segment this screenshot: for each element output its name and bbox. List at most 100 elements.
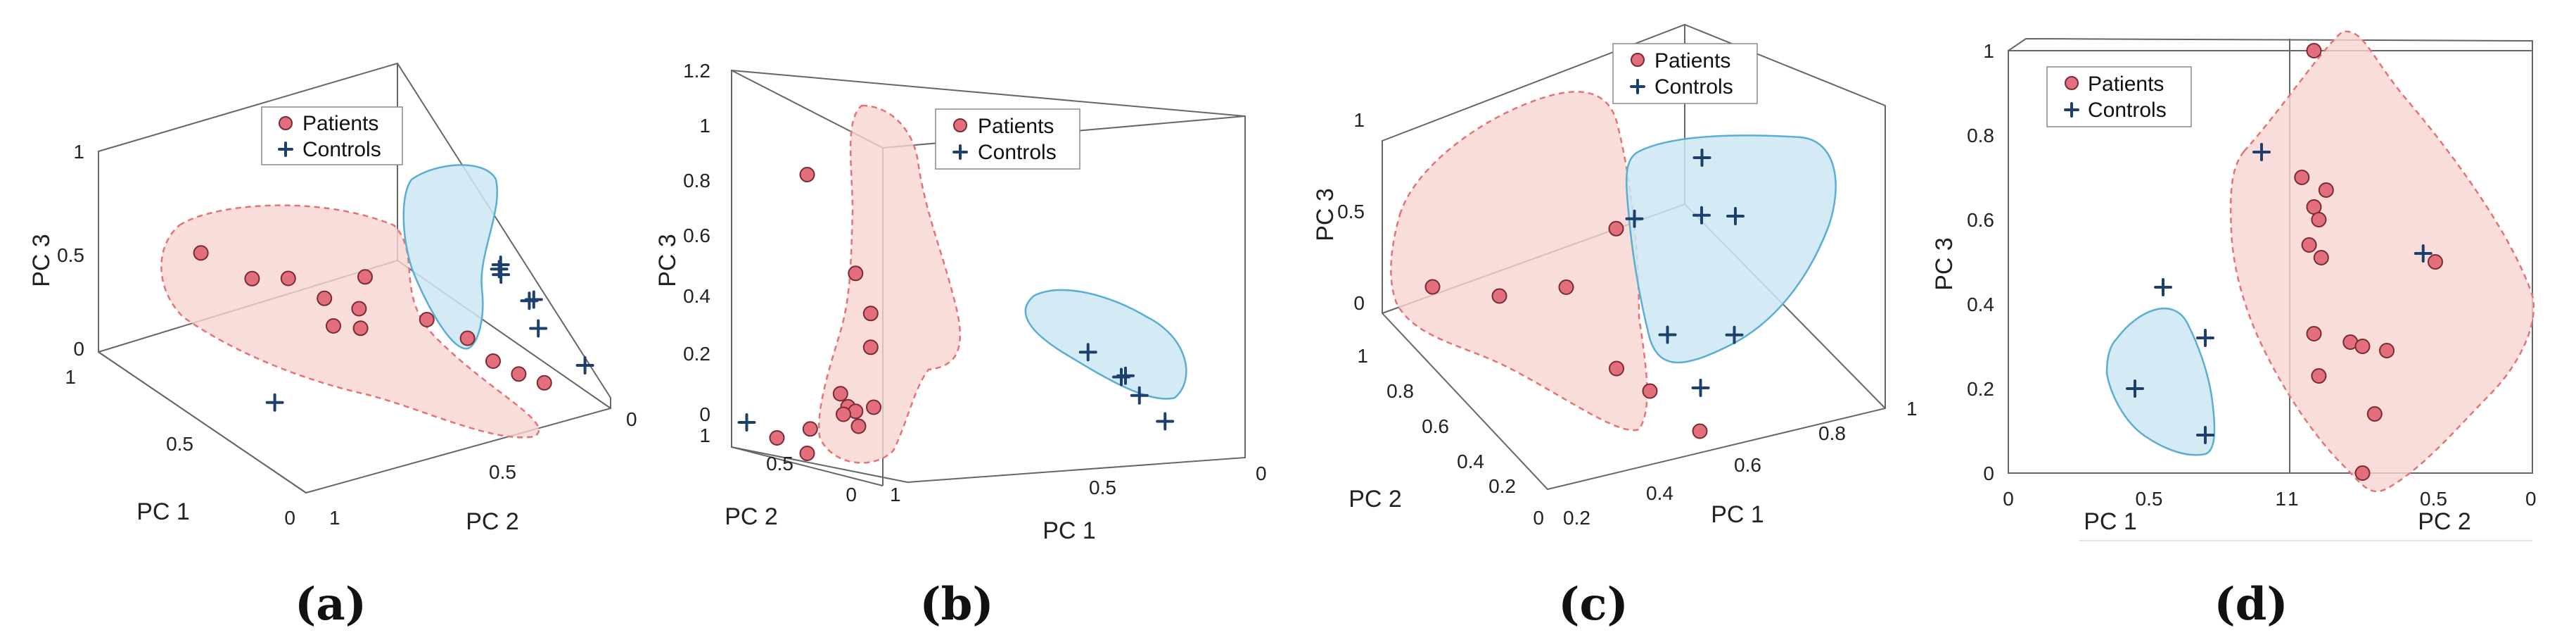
patient-point bbox=[459, 330, 476, 346]
z-tick-b: 1 bbox=[699, 115, 710, 137]
x-tick-b: 0 bbox=[1256, 463, 1267, 484]
panel-a: 1 0.5 0 1 0.5 0 1 0.5 0 PC 3 PC 1 PC 2 P… bbox=[28, 62, 637, 631]
patient-point bbox=[2311, 212, 2327, 227]
y-axis-label-a: PC 2 bbox=[466, 508, 519, 535]
patient-point bbox=[2306, 43, 2322, 58]
control-point bbox=[1078, 343, 1097, 362]
legend-control-marker bbox=[952, 144, 968, 160]
z-tick-b: 0.4 bbox=[683, 285, 710, 307]
panel-d: 1 0.8 0.6 0.4 0.2 0 0 0.5 1 1 0.5 0 PC 3… bbox=[1931, 30, 2537, 631]
control-point bbox=[2414, 244, 2432, 263]
z-tick-b: 0.2 bbox=[683, 343, 710, 365]
x-tick-c: 1 bbox=[1906, 398, 1918, 420]
patient-point bbox=[769, 430, 785, 446]
y-tick-b: 1 bbox=[699, 425, 710, 446]
patient-point bbox=[511, 366, 527, 382]
legend-b: Patients Controls bbox=[935, 108, 1080, 170]
y-tick-a: 1 bbox=[329, 507, 340, 529]
patient-point bbox=[536, 375, 552, 391]
x-tick-d: 0.5 bbox=[2136, 488, 2163, 510]
legend-d: Patients Controls bbox=[2046, 66, 2192, 127]
y-tick-c: 0.8 bbox=[1386, 380, 1414, 402]
control-point bbox=[491, 256, 510, 274]
patient-point bbox=[836, 406, 851, 422]
x-tick-a: 0.5 bbox=[166, 433, 193, 455]
legend-a: Patients Controls bbox=[261, 106, 403, 165]
y-axis-label-b: PC 2 bbox=[725, 503, 778, 530]
patient-point bbox=[244, 270, 260, 287]
panel-label-b: (b) bbox=[919, 578, 993, 631]
patients-region-d bbox=[2229, 30, 2535, 493]
z-tick-a: 1 bbox=[73, 141, 84, 163]
legend-patient-marker bbox=[953, 118, 967, 132]
x-axis-label-a: PC 1 bbox=[136, 498, 190, 525]
z-tick-d: 0.2 bbox=[1967, 378, 1994, 400]
x-tick-b: 1 bbox=[890, 484, 901, 505]
legend-control-marker bbox=[2064, 102, 2079, 118]
patient-point bbox=[193, 245, 209, 261]
panel-label-d: (d) bbox=[2214, 578, 2288, 631]
control-point bbox=[524, 290, 543, 309]
control-point bbox=[1116, 366, 1135, 385]
x-tick-a: 1 bbox=[65, 366, 76, 388]
legend-c: Patients Controls bbox=[1612, 43, 1758, 104]
legend-patients-label: Patients bbox=[978, 115, 1054, 138]
panel-label-c: (c) bbox=[1558, 578, 1628, 631]
patient-point bbox=[862, 306, 879, 322]
control-point bbox=[1658, 325, 1677, 344]
patient-point bbox=[862, 339, 879, 356]
legend-controls-label: Controls bbox=[1654, 75, 1733, 99]
patient-point bbox=[2313, 250, 2329, 265]
patient-point bbox=[1558, 279, 1574, 295]
patient-point bbox=[1491, 288, 1507, 304]
patient-point bbox=[802, 421, 818, 437]
z-tick-a: 0.5 bbox=[57, 244, 84, 266]
patient-point bbox=[1424, 279, 1441, 295]
control-point bbox=[529, 319, 548, 338]
control-point bbox=[2252, 143, 2271, 161]
z-axis-label-d: PC 3 bbox=[1931, 237, 1958, 291]
y-tick-c: 0.4 bbox=[1457, 451, 1484, 472]
panel-label-a: (a) bbox=[295, 578, 366, 631]
patient-point bbox=[317, 290, 333, 306]
legend-control-marker bbox=[278, 142, 293, 157]
patient-point bbox=[2311, 368, 2327, 384]
x-tick-b: 0.5 bbox=[1089, 477, 1116, 498]
patient-point bbox=[799, 446, 815, 461]
z-axis-label-a: PC 3 bbox=[28, 234, 55, 287]
legend-patients-label: Patients bbox=[1654, 49, 1730, 73]
x-tick-c: 0.2 bbox=[1563, 507, 1590, 529]
patients-region-b bbox=[818, 104, 962, 464]
x-tick-d: 0 bbox=[2003, 488, 2014, 510]
control-point bbox=[575, 356, 594, 375]
y-tick-b: 0.5 bbox=[766, 453, 793, 474]
z-tick-c: 1 bbox=[1353, 109, 1365, 131]
z-tick-a: 0 bbox=[73, 338, 84, 360]
patient-point bbox=[357, 269, 373, 285]
x-tick-d: 1 bbox=[2275, 488, 2286, 510]
y-tick-b: 0 bbox=[846, 484, 857, 505]
z-tick-d: 0.8 bbox=[1967, 125, 1994, 146]
legend-controls-label: Controls bbox=[978, 141, 1057, 164]
patients-region-c bbox=[1390, 91, 1648, 432]
legend-controls-label: Controls bbox=[2088, 99, 2167, 122]
y-tick-c: 0.2 bbox=[1488, 475, 1516, 497]
x-tick-c: 0.6 bbox=[1734, 454, 1761, 476]
z-tick-c: 0.5 bbox=[1337, 201, 1365, 222]
patient-point bbox=[848, 265, 864, 282]
panel-b: 1.2 1 0.8 0.6 0.4 0.2 0 1 0.5 0 1 0.5 0 … bbox=[654, 60, 1267, 631]
y-tick-c: 0 bbox=[1533, 507, 1544, 529]
y-tick-c: 0.6 bbox=[1422, 415, 1449, 437]
legend-patients-label: Patients bbox=[2088, 73, 2164, 96]
plot-marks-d bbox=[2126, 43, 2443, 481]
y-tick-a: 0 bbox=[626, 408, 637, 430]
control-point bbox=[265, 393, 284, 412]
z-tick-d: 0.6 bbox=[1967, 209, 1994, 231]
plot-marks-a bbox=[193, 245, 594, 412]
patient-point bbox=[850, 418, 867, 434]
control-point bbox=[1691, 379, 1710, 397]
legend-controls-label: Controls bbox=[302, 138, 381, 161]
control-point bbox=[2126, 379, 2144, 398]
patient-point bbox=[326, 318, 341, 334]
controls-region-a bbox=[402, 164, 498, 350]
